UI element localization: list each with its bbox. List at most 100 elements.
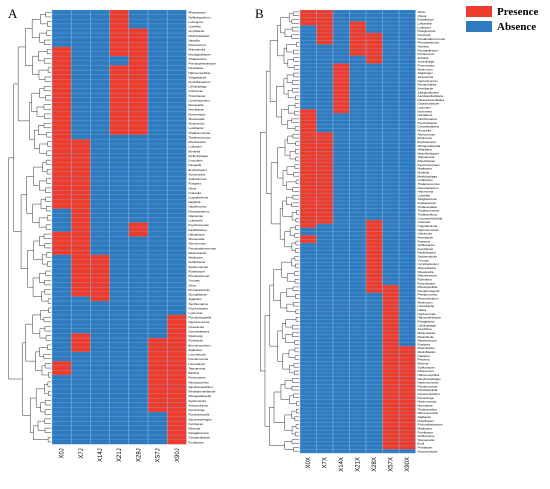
heatmap-cell-presence [399, 407, 416, 412]
heatmap-cell-presence [52, 65, 72, 71]
row-label: Loktanella [188, 219, 202, 223]
heatmap-cell-presence [316, 193, 333, 198]
row-label: Actibacterium [418, 201, 437, 205]
column-label: XS7J [156, 448, 162, 462]
heatmap-cell-presence [71, 199, 91, 205]
column-label: X57X [389, 457, 395, 472]
dendrogram-branch [47, 215, 51, 221]
dendrogram-branch [294, 271, 299, 276]
dendrogram-branch [35, 388, 45, 408]
dendrogram-branch [294, 355, 299, 360]
heatmap-cell-presence [167, 379, 187, 385]
dendrogram-branch [38, 217, 48, 228]
row-label: Cyclobacterium [418, 262, 440, 266]
row-label: Tateyamaria [418, 155, 435, 159]
heatmap-cell-presence [366, 277, 383, 282]
heatmap-cell-presence [167, 416, 187, 422]
dendrogram-branch [44, 400, 51, 406]
heatmap-cell-presence [128, 74, 148, 80]
heatmap-cell-presence [349, 21, 366, 26]
heatmap-cell-presence [128, 107, 148, 112]
heatmap-cell-presence [52, 176, 72, 181]
row-label: Rhodobacter [188, 140, 206, 144]
row-label: Arenibacter [418, 235, 434, 239]
dendrogram-branch [286, 196, 293, 206]
heatmap-cell-presence [300, 109, 317, 114]
dendrogram-branch [264, 315, 270, 427]
heatmap-cell-presence [382, 342, 399, 347]
row-label: Marinovum [418, 300, 434, 304]
dendrogram-branch [287, 120, 296, 129]
dendrogram-branch [273, 391, 285, 423]
heatmap-cell-presence [71, 347, 91, 352]
dendrogram-branch [44, 76, 51, 82]
dendrogram-branch [44, 113, 51, 119]
dendrogram-branch [286, 44, 297, 53]
dendrogram-branch [291, 426, 297, 435]
row-label: Cellulophaga [188, 85, 206, 89]
row-label: Arenibacter [188, 108, 204, 112]
row-label: Alcanivorax [188, 122, 204, 126]
heatmap-cell-presence [71, 213, 91, 218]
row-label: Phaeobacter [188, 11, 206, 15]
heatmap-cell-presence [109, 33, 129, 38]
dendrogram-branch [295, 149, 299, 154]
heatmap-cell-presence [71, 342, 91, 348]
heatmap-cell-presence [316, 216, 333, 221]
heatmap-cell-presence [71, 190, 91, 195]
heatmap-cell-presence [382, 307, 399, 312]
heatmap-cell-presence [300, 220, 317, 224]
heatmap-cell-presence [71, 282, 91, 288]
heatmap-cell-presence [316, 32, 333, 37]
row-label: Thalassotalea [418, 205, 438, 209]
dendrogram-branch [47, 141, 51, 147]
heatmap-cell-presence [349, 52, 366, 56]
row-label: Oceanospirillum [418, 392, 441, 396]
dendrogram-branch [32, 55, 39, 75]
row-label: Psychrobacter [188, 306, 208, 310]
row-label: Roseovarius [418, 64, 436, 68]
dendrogram-branch [38, 51, 48, 62]
row-label: Phaeobacter [418, 346, 436, 350]
row-label: Aliivibrio [418, 44, 430, 48]
row-label: Glaciecola [188, 214, 203, 218]
heatmap-cell-presence [52, 88, 72, 94]
row-label: Alkalitalea [418, 148, 432, 152]
heatmap-cell-presence [167, 425, 187, 431]
dendrogram-branch [25, 28, 33, 66]
row-label: Colwellia [188, 25, 201, 29]
heatmap-cell-presence [52, 370, 72, 375]
dendrogram-branch [280, 384, 290, 400]
dendrogram-branch [291, 410, 297, 419]
heatmap-cell-presence [333, 109, 350, 114]
heatmap-cell-presence [128, 125, 148, 131]
dendrogram-branch [291, 324, 299, 330]
row-label: Planococcus [188, 43, 206, 47]
row-label: Shewanella [188, 237, 204, 241]
heatmap-cell-presence [399, 392, 416, 396]
dendrogram-branch [44, 427, 51, 433]
row-label: Aliimaribacter [418, 266, 437, 270]
dendrogram-branch [284, 380, 293, 389]
heatmap-cell-presence [300, 189, 317, 194]
heatmap-cell-presence [316, 170, 333, 175]
dendrogram-branch [287, 105, 296, 114]
heatmap-cell-presence [148, 384, 168, 389]
heatmap-cell-presence [167, 435, 187, 440]
heatmap-cell-presence [382, 334, 399, 339]
heatmap-cell-presence [300, 120, 317, 125]
row-label: Olleya [418, 14, 427, 18]
heatmap-cell-presence [316, 204, 333, 209]
dendrogram-branch [292, 332, 299, 337]
dendrogram-branch [44, 383, 49, 394]
heatmap-cell-presence [71, 273, 91, 278]
dendrogram-branch [45, 335, 51, 341]
heatmap-cell-presence [167, 356, 187, 362]
column-label: X0J [60, 448, 66, 458]
heatmap-cell-presence [382, 403, 399, 408]
heatmap-cell-presence [167, 333, 187, 339]
row-label: Polaribacter [188, 269, 205, 273]
legend-presence-swatch [466, 6, 492, 17]
panel-a-label: A [8, 6, 18, 21]
row-label: Thalassococcus [418, 182, 441, 186]
